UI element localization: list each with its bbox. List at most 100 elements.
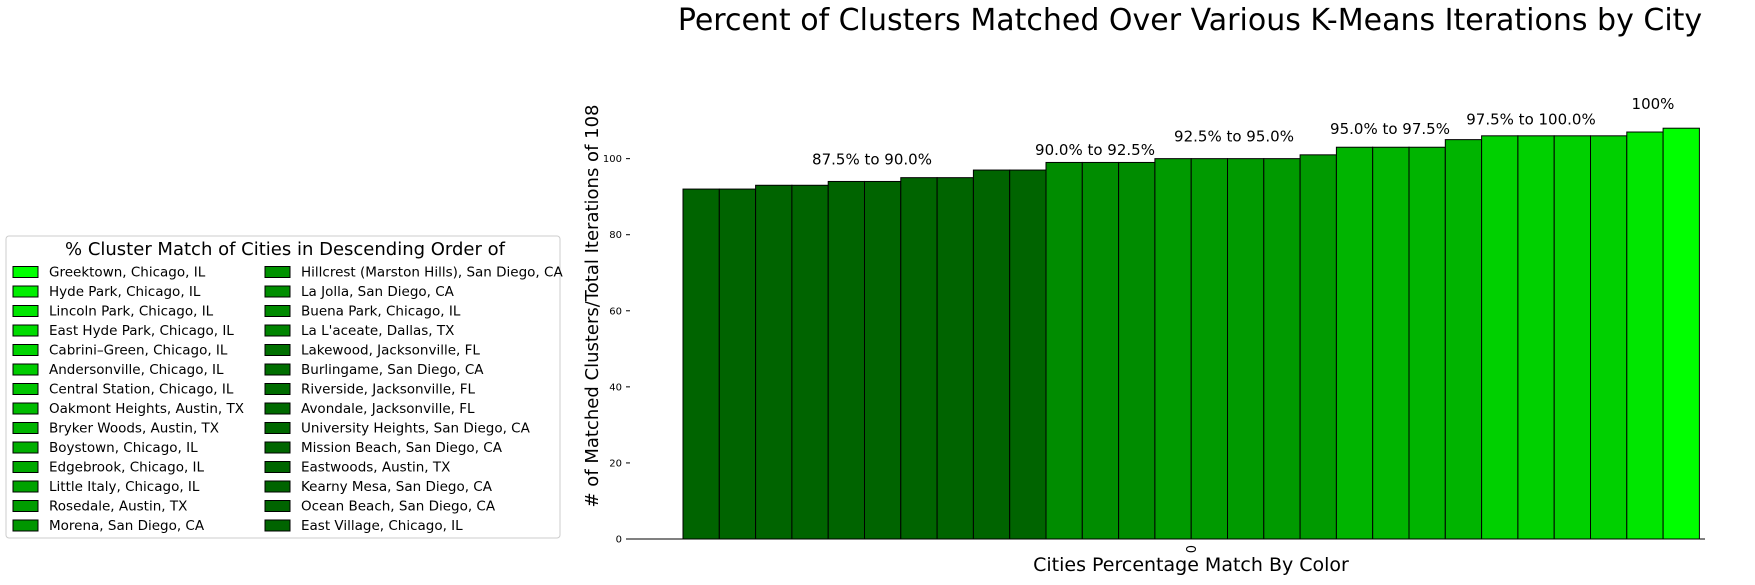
bar-9 bbox=[1009, 169, 1047, 540]
legend-label-10: Edgebrook, Chicago, IL bbox=[49, 460, 205, 476]
legend-label-19: Burlingame, San Diego, CA bbox=[301, 362, 484, 378]
legend-swatch-16 bbox=[264, 305, 291, 317]
bar-23 bbox=[1517, 135, 1555, 540]
legend-swatch-27 bbox=[264, 519, 291, 532]
bar-2 bbox=[755, 184, 793, 540]
legend-label-9: Boystown, Chicago, IL bbox=[49, 440, 198, 456]
x-axis-label: Cities Percentage Match By Color bbox=[1033, 554, 1349, 576]
legend-swatch-23 bbox=[264, 441, 291, 454]
bar-26 bbox=[1626, 131, 1664, 540]
legend-swatch-25 bbox=[264, 480, 291, 493]
bar-1 bbox=[718, 188, 757, 540]
bar-17 bbox=[1299, 154, 1337, 540]
legend-swatch-15 bbox=[264, 285, 291, 298]
legend-label-12: Rosedale, Austin, TX bbox=[49, 499, 187, 515]
legend-swatch-8 bbox=[12, 422, 39, 434]
y-tick-label-4: 80 bbox=[609, 230, 622, 241]
bar-27 bbox=[1662, 127, 1700, 540]
legend-label-14: Hillcrest (Marston Hills), San Diego, CA bbox=[301, 265, 563, 281]
legend-swatch-6 bbox=[12, 383, 39, 395]
legend-swatch-12 bbox=[12, 500, 39, 512]
bar-25 bbox=[1590, 135, 1628, 540]
legend-label-16: Buena Park, Chicago, IL bbox=[301, 304, 461, 320]
bar-19 bbox=[1372, 146, 1410, 540]
legend-label-3: East Hyde Park, Chicago, IL bbox=[49, 323, 234, 339]
y-tick-label-2: 40 bbox=[609, 382, 622, 393]
bar-18 bbox=[1335, 146, 1374, 540]
group-annotation-1: 90.0% to 92.5% bbox=[1035, 141, 1155, 159]
legend-swatch-24 bbox=[264, 461, 291, 473]
chart-title: Percent of Clusters Matched Over Various… bbox=[678, 3, 1702, 38]
legend-label-7: Oakmont Heights, Austin, TX bbox=[49, 401, 244, 417]
bars bbox=[682, 127, 1700, 540]
bar-20 bbox=[1408, 146, 1446, 540]
bar-8 bbox=[972, 169, 1011, 540]
legend-label-20: Riverside, Jacksonville, FL bbox=[301, 382, 475, 398]
legend-label-1: Hyde Park, Chicago, IL bbox=[49, 284, 201, 300]
legend-swatch-1 bbox=[12, 285, 39, 298]
y-axis-label: # of Matched Clusters/Total Iterations o… bbox=[582, 105, 603, 508]
bar-24 bbox=[1553, 135, 1591, 540]
legend-label-2: Lincoln Park, Chicago, IL bbox=[49, 304, 214, 320]
y-tick-label-3: 60 bbox=[609, 306, 622, 317]
group-annotation-5: 100% bbox=[1632, 95, 1675, 113]
x-tick-label-0: 0 bbox=[1185, 545, 1200, 553]
legend-label-5: Andersonville, Chicago, IL bbox=[49, 362, 224, 378]
legend-label-0: Greektown, Chicago, IL bbox=[49, 265, 206, 281]
legend-entries: Greektown, Chicago, IL Hyde Park, Chicago… bbox=[12, 265, 563, 534]
bar-5 bbox=[864, 180, 902, 540]
bar-22 bbox=[1481, 135, 1519, 540]
bar-13 bbox=[1154, 158, 1192, 540]
legend-swatch-0 bbox=[12, 266, 39, 278]
legend-label-18: Lakewood, Jacksonville, FL bbox=[301, 343, 480, 359]
bar-6 bbox=[900, 177, 938, 540]
y-axis: 0 20 40 60 80 100 bbox=[603, 154, 630, 546]
group-annotation-4: 97.5% to 100.0% bbox=[1466, 110, 1595, 128]
y-tick-label-0: 0 bbox=[616, 535, 622, 546]
legend-swatch-20 bbox=[264, 383, 291, 395]
x-axis: 0 bbox=[628, 538, 1705, 553]
group-annotation-3: 95.0% to 97.5% bbox=[1330, 120, 1450, 138]
group-annotations: 87.5% to 90.0% 90.0% to 92.5% 92.5% to 95.… bbox=[812, 95, 1674, 168]
legend-swatch-13 bbox=[12, 519, 39, 532]
legend-swatch-9 bbox=[12, 441, 39, 454]
bar-11 bbox=[1081, 161, 1120, 540]
legend-swatch-18 bbox=[264, 344, 291, 356]
bar-7 bbox=[936, 177, 974, 540]
bar-14 bbox=[1190, 158, 1228, 540]
bar-12 bbox=[1118, 161, 1156, 540]
legend-label-6: Central Station, Chicago, IL bbox=[49, 382, 234, 398]
legend-label-27: East Village, Chicago, IL bbox=[301, 518, 463, 534]
legend-label-25: Kearny Mesa, San Diego, CA bbox=[301, 479, 493, 495]
legend-swatch-21 bbox=[264, 402, 291, 415]
legend-swatch-22 bbox=[264, 422, 291, 434]
bar-4 bbox=[827, 180, 866, 540]
y-tick-label-1: 20 bbox=[609, 458, 622, 469]
legend-title: % Cluster Match of Cities in Descending … bbox=[65, 239, 506, 260]
legend-swatch-3 bbox=[12, 324, 39, 337]
legend-swatch-17 bbox=[264, 324, 291, 337]
legend-swatch-5 bbox=[12, 363, 39, 376]
legend-label-4: Cabrini–Green, Chicago, IL bbox=[49, 343, 228, 359]
legend-label-24: Eastwoods, Austin, TX bbox=[301, 460, 450, 476]
legend-label-23: Mission Beach, San Diego, CA bbox=[301, 440, 503, 456]
legend-label-13: Morena, San Diego, CA bbox=[49, 518, 205, 534]
bar-0 bbox=[682, 188, 720, 540]
legend: % Cluster Match of Cities in Descending … bbox=[5, 235, 563, 539]
group-annotation-0: 87.5% to 90.0% bbox=[812, 150, 932, 168]
legend-label-22: University Heights, San Diego, CA bbox=[301, 421, 531, 437]
legend-swatch-4 bbox=[12, 344, 39, 356]
legend-label-8: Bryker Woods, Austin, TX bbox=[49, 421, 219, 437]
group-annotation-2: 92.5% to 95.0% bbox=[1174, 128, 1294, 146]
legend-swatch-14 bbox=[264, 266, 291, 278]
legend-swatch-11 bbox=[12, 480, 39, 493]
legend-swatch-2 bbox=[12, 305, 39, 317]
legend-label-17: La L'aceate, Dallas, TX bbox=[301, 323, 454, 339]
legend-label-26: Ocean Beach, San Diego, CA bbox=[301, 499, 496, 515]
bar-10 bbox=[1045, 161, 1083, 540]
plot-area: 87.5% to 90.0% 90.0% to 92.5% 92.5% to 95.… bbox=[603, 95, 1705, 553]
bar-15 bbox=[1227, 158, 1265, 540]
bar-16 bbox=[1263, 158, 1301, 540]
